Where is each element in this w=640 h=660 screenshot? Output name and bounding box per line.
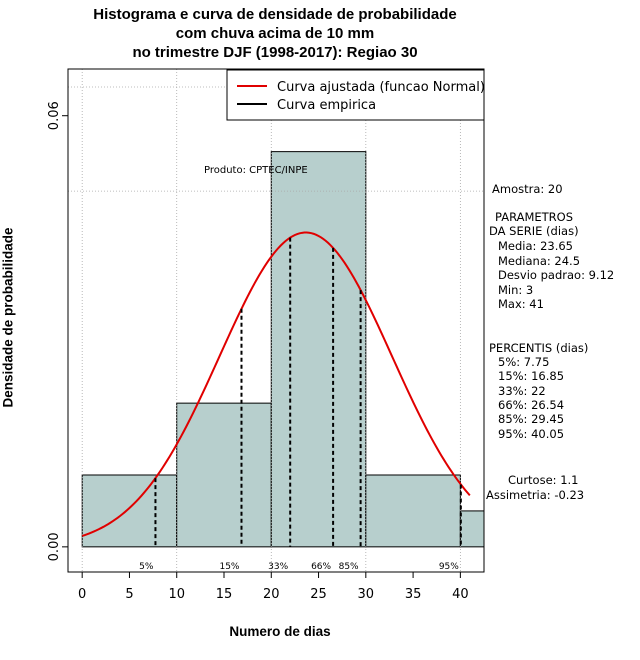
y-tick-label-1: 0.00 — [47, 532, 62, 561]
normal-curve-line — [81, 231, 471, 537]
params-title-1: PARAMETROS — [495, 210, 574, 224]
percentile-15: 15%: 16.85 — [498, 369, 565, 383]
x-tick-label-10: 10 — [168, 587, 185, 602]
stat-mean: Media: 23.65 — [498, 239, 573, 253]
x-tick-label-0: 0 — [78, 587, 86, 602]
x-tick-label-20: 20 — [263, 587, 280, 602]
percentile-label-5: 5% — [139, 562, 154, 572]
histogram-bar-5 — [459, 510, 485, 548]
stat-sd: Desvio padrao: 9.12 — [498, 268, 615, 282]
percentile-label-95: 95% — [439, 562, 459, 572]
percentile-66: 66%: 26.54 — [498, 398, 565, 412]
percentile-85: 85%: 29.45 — [498, 412, 565, 426]
stat-kurtosis: Curtose: 1.1 — [508, 473, 579, 487]
percentile-33: 33%: 22 — [498, 384, 546, 398]
y-axis-label: Densidade de probabilidade — [0, 227, 16, 408]
x-tick-label-25: 25 — [310, 587, 327, 602]
histogram-bar-2 — [176, 402, 272, 548]
histogram-bar-3 — [270, 151, 367, 548]
x-tick-label-15: 15 — [216, 587, 233, 602]
percentiles-title: PERCENTIS (dias) — [489, 341, 589, 355]
y-tick-label-2: 0.06 — [47, 101, 62, 130]
x-axis-label: Numero de dias — [229, 624, 331, 639]
chart-title-line-3: no trimestre DJF (1998-2017): Regiao 30 — [132, 44, 418, 61]
legend-box — [226, 69, 485, 121]
x-tick-label-40: 40 — [452, 587, 469, 602]
product-credit: Produto: CPTEC/INPE — [204, 165, 308, 176]
x-tick-label-30: 30 — [358, 587, 375, 602]
params-title-2: DA SERIE (dias) — [489, 224, 579, 238]
sample-size: Amostra: 20 — [492, 182, 563, 196]
stat-max: Max: 41 — [498, 297, 544, 311]
stat-min: Min: 3 — [498, 283, 534, 297]
chart-title-line-2: com chuva acima de 10 mm — [175, 25, 375, 42]
percentile-5: 5%: 7.75 — [498, 355, 550, 369]
stat-median: Mediana: 24.5 — [498, 254, 581, 268]
percentile-label-15: 15% — [219, 562, 239, 572]
percentile-label-66: 66% — [311, 562, 331, 572]
histogram-bar-1 — [81, 474, 178, 548]
x-tick-label-5: 5 — [125, 587, 133, 602]
chart-title-line-1: Histograma e curva de densidade de proba… — [93, 6, 457, 23]
stat-skewness: Assimetria: -0.23 — [486, 488, 585, 502]
legend-label-1: Curva ajustada (funcao Normal) — [277, 80, 485, 95]
percentile-95: 95%: 40.05 — [498, 427, 565, 441]
percentile-label-33: 33% — [268, 562, 288, 572]
x-tick-label-35: 35 — [405, 587, 422, 602]
percentile-label-85: 85% — [339, 562, 359, 572]
histogram-bar-4 — [365, 474, 461, 548]
legend-label-2: Curva empirica — [277, 98, 376, 113]
